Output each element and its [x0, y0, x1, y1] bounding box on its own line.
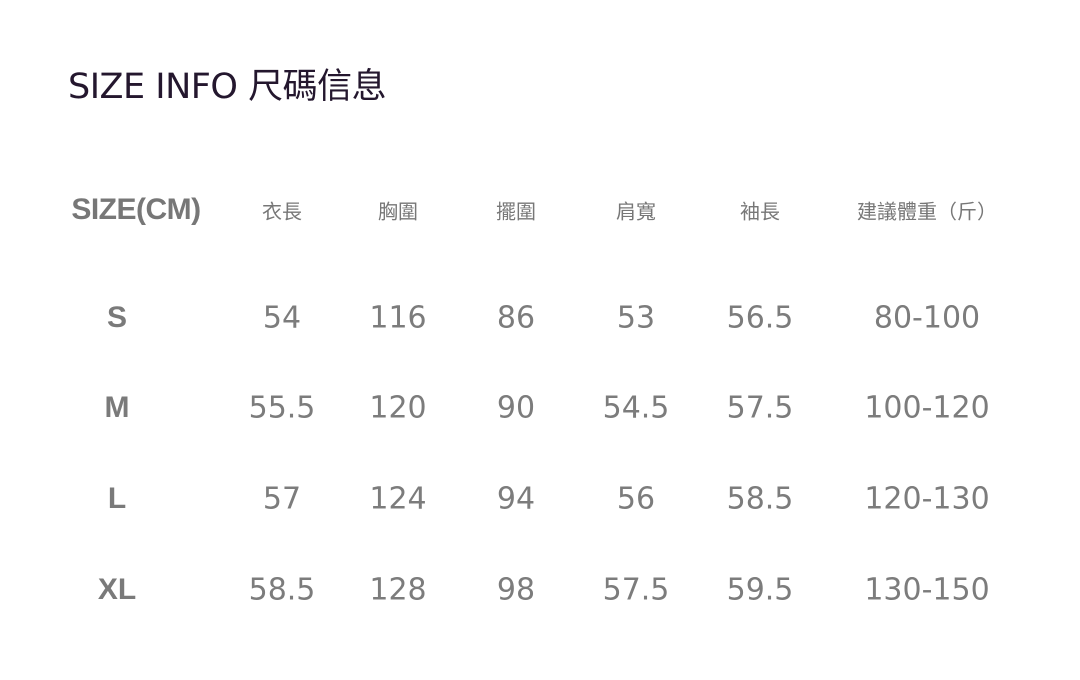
- column-header-chest: 胸圍: [378, 199, 418, 224]
- cell-shoulder: 56: [616, 481, 656, 517]
- cell-chest: 124: [369, 481, 427, 517]
- cell-length: 57: [262, 481, 302, 517]
- column-header-length: 衣長: [262, 199, 302, 224]
- cell-sleeve: 58.5: [726, 481, 794, 517]
- column-header-weight: 建議體重（斤）: [857, 199, 997, 224]
- cell-chest: 116: [369, 300, 427, 336]
- cell-shoulder: 54.5: [602, 390, 670, 426]
- cell-weight: 80-100: [873, 300, 981, 336]
- cell-size: M: [104, 391, 130, 424]
- cell-sleeve: 57.5: [726, 390, 794, 426]
- cell-size: S: [106, 301, 128, 334]
- column-header-sleeve: 袖長: [740, 199, 780, 224]
- cell-length: 54: [262, 300, 302, 336]
- cell-weight: 100-120: [864, 390, 990, 426]
- column-header-hem: 擺圍: [496, 199, 536, 224]
- column-header-shoulder: 肩寬: [616, 199, 656, 224]
- cell-weight: 130-150: [864, 572, 990, 608]
- cell-hem: 90: [496, 390, 536, 426]
- cell-sleeve: 56.5: [726, 300, 794, 336]
- column-header-size: SIZE(CM): [71, 193, 201, 226]
- cell-size: L: [107, 482, 127, 515]
- cell-hem: 98: [496, 572, 536, 608]
- page-title: SIZE INFO 尺碼信息: [68, 67, 387, 107]
- cell-length: 55.5: [248, 390, 316, 426]
- cell-length: 58.5: [248, 572, 316, 608]
- cell-shoulder: 57.5: [602, 572, 670, 608]
- cell-chest: 128: [369, 572, 427, 608]
- cell-hem: 94: [496, 481, 536, 517]
- cell-hem: 86: [496, 300, 536, 336]
- cell-shoulder: 53: [616, 300, 656, 336]
- cell-chest: 120: [369, 390, 427, 426]
- cell-weight: 120-130: [864, 481, 990, 517]
- cell-size: XL: [97, 573, 137, 606]
- cell-sleeve: 59.5: [726, 572, 794, 608]
